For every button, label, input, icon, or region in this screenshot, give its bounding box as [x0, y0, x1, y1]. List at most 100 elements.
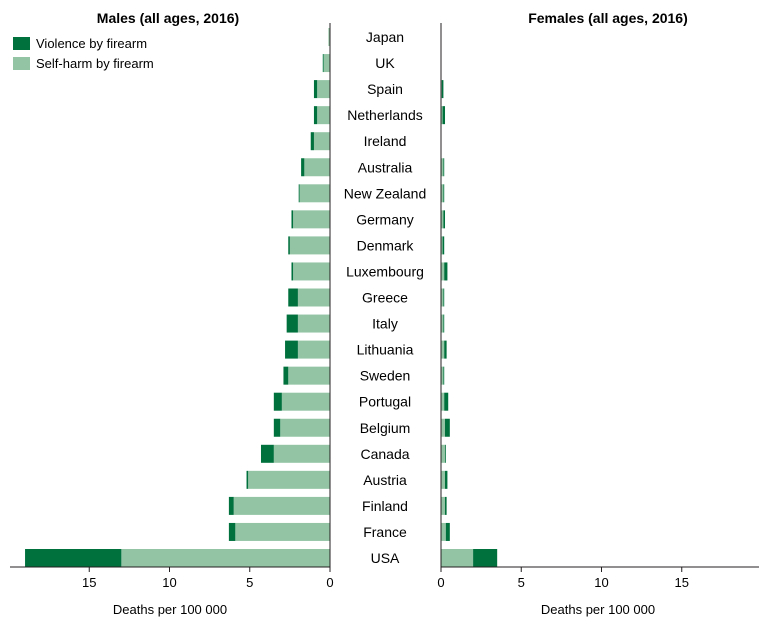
female-bar-violence-portugal [444, 392, 449, 411]
males-tick-label-15: 15 [82, 575, 96, 590]
male-bar-self-harm-lithuania [297, 340, 330, 359]
country-label-finland: Finland [362, 498, 408, 514]
country-label-greece: Greece [362, 290, 408, 306]
female-bar-self-harm-austria [441, 470, 446, 489]
female-bar-violence-canada [445, 444, 446, 463]
male-bar-self-harm-luxembourg [293, 262, 330, 281]
country-label-usa: USA [371, 550, 400, 566]
female-bar-violence-netherlands [442, 106, 446, 125]
country-label-canada: Canada [360, 446, 409, 462]
male-bar-violence-portugal [273, 392, 282, 411]
males-panel-title: Males (all ages, 2016) [97, 10, 239, 26]
male-bar-violence-australia [301, 158, 305, 177]
females-tick-label-0: 0 [437, 575, 444, 590]
female-bar-self-harm-germany [441, 210, 444, 229]
legend-swatch-violence [13, 37, 30, 50]
male-bar-self-harm-finland [233, 496, 330, 515]
male-bar-violence-france [228, 522, 236, 541]
females-bars [441, 80, 498, 567]
male-bar-violence-netherlands [313, 106, 318, 125]
male-bar-self-harm-italy [297, 314, 330, 333]
female-bar-self-harm-luxembourg [441, 262, 445, 281]
country-label-france: France [363, 524, 407, 540]
females-x-axis-label: Deaths per 100 000 [541, 602, 655, 617]
male-bar-violence-luxembourg [291, 262, 294, 281]
females-tick-label-10: 10 [594, 575, 608, 590]
country-label-luxembourg: Luxembourg [346, 263, 424, 279]
country-label-ireland: Ireland [364, 133, 407, 149]
axes: 0 5 10 15 0 5 10 15 [10, 23, 759, 590]
females-tick-label-5: 5 [518, 575, 525, 590]
male-bar-violence-canada [260, 444, 274, 463]
male-bar-violence-sweden [283, 366, 289, 385]
female-bar-violence-new-zealand [443, 184, 445, 203]
female-bar-violence-greece [443, 288, 445, 307]
male-bar-violence-uk [322, 54, 324, 73]
female-bar-violence-france [445, 522, 450, 541]
country-label-germany: Germany [356, 211, 414, 227]
female-bar-self-harm-usa [441, 549, 474, 567]
male-bar-self-harm-spain [317, 80, 330, 99]
male-bar-self-harm-greece [297, 288, 330, 307]
male-bar-violence-spain [313, 80, 318, 99]
male-bar-violence-denmark [288, 236, 290, 255]
males-tick-label-0: 0 [326, 575, 333, 590]
legend-label-self-harm: Self-harm by firearm [36, 56, 154, 71]
female-bar-violence-finland [445, 496, 447, 515]
country-label-australia: Australia [358, 159, 413, 175]
country-labels: Japan UK Spain Netherlands Ireland Australia N… [344, 29, 427, 566]
male-bar-self-harm-ireland [313, 132, 330, 151]
female-bar-self-harm-denmark [441, 236, 443, 255]
country-label-denmark: Denmark [357, 237, 415, 253]
male-bar-violence-usa [25, 549, 122, 567]
female-bar-self-harm-australia [441, 158, 444, 177]
male-bar-violence-italy [286, 314, 298, 333]
female-bar-self-harm-canada [441, 444, 446, 463]
male-bar-violence-germany [291, 210, 294, 229]
female-bar-self-harm-netherlands [441, 106, 443, 125]
female-bar-self-harm-france [441, 522, 446, 541]
female-bar-self-harm-new-zealand [441, 184, 444, 203]
female-bar-violence-denmark [442, 236, 445, 255]
females-panel-title: Females (all ages, 2016) [528, 10, 688, 26]
country-label-belgium: Belgium [360, 420, 411, 436]
male-bar-self-harm-japan [328, 28, 330, 46]
country-label-portugal: Portugal [359, 394, 411, 410]
male-bar-self-harm-sweden [288, 366, 330, 385]
males-tick-label-5: 5 [246, 575, 253, 590]
male-bar-violence-austria [246, 470, 249, 489]
female-bar-self-harm-portugal [441, 392, 445, 411]
female-bar-violence-spain [441, 80, 444, 99]
male-bar-self-harm-germany [293, 210, 330, 229]
male-bar-violence-finland [228, 496, 234, 515]
male-bar-self-harm-new-zealand [299, 184, 330, 203]
country-label-lithuania: Lithuania [357, 342, 414, 358]
male-bar-self-harm-australia [304, 158, 330, 177]
country-label-sweden: Sweden [360, 368, 411, 384]
female-bar-self-harm-lithuania [441, 340, 445, 359]
male-bar-violence-new-zealand [298, 184, 300, 203]
male-bar-violence-greece [288, 288, 298, 307]
female-bar-violence-belgium [445, 418, 450, 437]
male-bar-self-harm-netherlands [317, 106, 330, 125]
male-bar-self-harm-canada [273, 444, 330, 463]
male-bar-self-harm-belgium [280, 418, 330, 437]
females-tick-label-15: 15 [675, 575, 689, 590]
country-label-austria: Austria [363, 472, 407, 488]
female-bar-violence-usa [473, 549, 498, 567]
males-tick-label-10: 10 [162, 575, 176, 590]
male-bar-self-harm-denmark [289, 236, 330, 255]
male-bar-self-harm-usa [121, 549, 330, 567]
male-bar-self-harm-portugal [281, 392, 330, 411]
country-label-italy: Italy [372, 316, 398, 332]
female-bar-self-harm-italy [441, 314, 444, 333]
country-label-spain: Spain [367, 81, 403, 97]
males-bars [25, 28, 330, 567]
legend-label-violence: Violence by firearm [36, 36, 147, 51]
country-label-uk: UK [375, 55, 395, 71]
legend-swatch-self-harm [13, 57, 30, 70]
female-bar-self-harm-belgium [441, 418, 446, 437]
female-bar-violence-germany [443, 210, 446, 229]
male-bar-violence-ireland [310, 132, 314, 151]
